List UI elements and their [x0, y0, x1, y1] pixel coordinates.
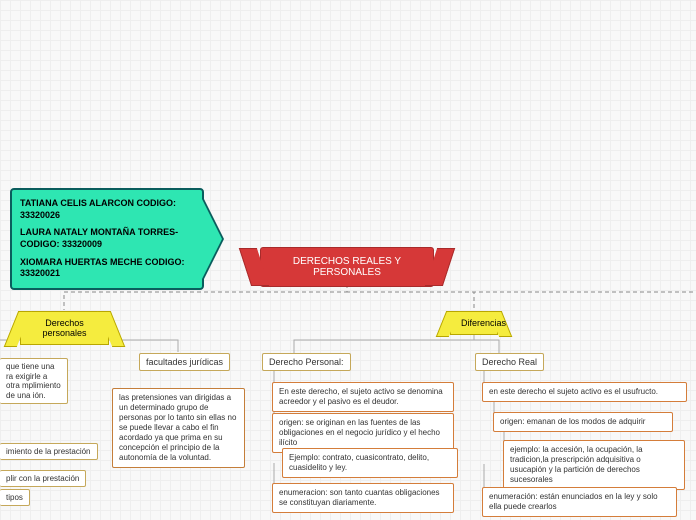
sub-derecho-real[interactable]: Derecho Real — [475, 353, 544, 371]
branch-personales[interactable]: Derechos personales — [20, 311, 109, 345]
note-dr4: enumeración: están enunciados en la ley … — [482, 487, 677, 517]
author-line: XIOMARA HUERTAS MECHE CODIGO: 33320021 — [20, 257, 194, 280]
branch-label: Derechos personales — [42, 318, 86, 338]
sub-left2: imiento de la prestación — [0, 443, 98, 460]
branch-diferencias[interactable]: Diferencias — [450, 311, 498, 335]
ribbon-right-icon — [425, 248, 455, 286]
note-dp2: origen: se originan en las fuentes de la… — [272, 413, 454, 453]
note-dr1: en este derecho el sujeto activo es el u… — [482, 382, 687, 402]
sub-derecho-personal[interactable]: Derecho Personal: — [262, 353, 351, 371]
note-dr2: origen: emanan de los modos de adquirir — [493, 412, 673, 432]
sub-left4: tipos — [0, 489, 30, 506]
note-dp1: En este derecho, el sujeto activo se den… — [272, 382, 454, 412]
title-text: DERECHOS REALES Y PERSONALES — [293, 256, 401, 278]
note-facultades: las pretensiones van dirigidas a un dete… — [112, 388, 245, 468]
note-dr3: ejemplo: la accesión, la ocupación, la t… — [503, 440, 685, 490]
sub-left3: plir con la prestación — [0, 470, 86, 487]
author-line: TATIANA CELIS ALARCON CODIGO: 33320026 — [20, 198, 194, 221]
arrow-right-icon — [202, 199, 222, 279]
sub-facultades[interactable]: facultades jurídicas — [139, 353, 230, 371]
author-line: LAURA NATALY MONTAÑA TORRES- CODIGO: 333… — [20, 227, 194, 250]
note-dp4: enumeracion: son tanto cuantas obligacio… — [272, 483, 454, 513]
title-node[interactable]: DERECHOS REALES Y PERSONALES — [260, 247, 434, 287]
authors-box: TATIANA CELIS ALARCON CODIGO: 33320026 L… — [10, 188, 204, 290]
sub-left-partial: que tiene una ra exigirle a otra mplimie… — [0, 358, 68, 404]
ribbon-left-icon — [239, 248, 269, 286]
note-dp3: Ejemplo: contrato, cuasicontrato, delito… — [282, 448, 458, 478]
branch-label: Diferencias — [461, 318, 506, 328]
